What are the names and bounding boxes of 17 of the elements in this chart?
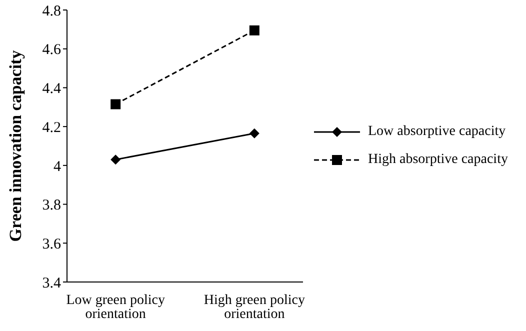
point — [249, 128, 260, 138]
y-tick-label: 3.6 — [42, 236, 62, 252]
y-axis-title: Green innovation capacity — [6, 50, 26, 242]
y-tick-label: 4 — [54, 158, 62, 175]
legend-label: Low absorptive capacity — [368, 124, 506, 140]
y-tick-label: 3.4 — [42, 275, 62, 292]
point — [249, 25, 260, 36]
x-tick-label: High green policy orientation — [204, 292, 305, 322]
y-tick-label: 4.2 — [42, 120, 61, 136]
y-tick-label: 4.4 — [42, 81, 62, 98]
y-tick-label: 4.6 — [42, 42, 62, 58]
y-tick-label: 3.8 — [42, 198, 61, 214]
point — [110, 154, 121, 165]
legend-label: High absorptive capacity — [368, 152, 508, 168]
point — [110, 99, 121, 110]
y-tick-label: 4.8 — [42, 3, 61, 20]
x-tick-label: Low green policy orientation — [66, 292, 165, 322]
